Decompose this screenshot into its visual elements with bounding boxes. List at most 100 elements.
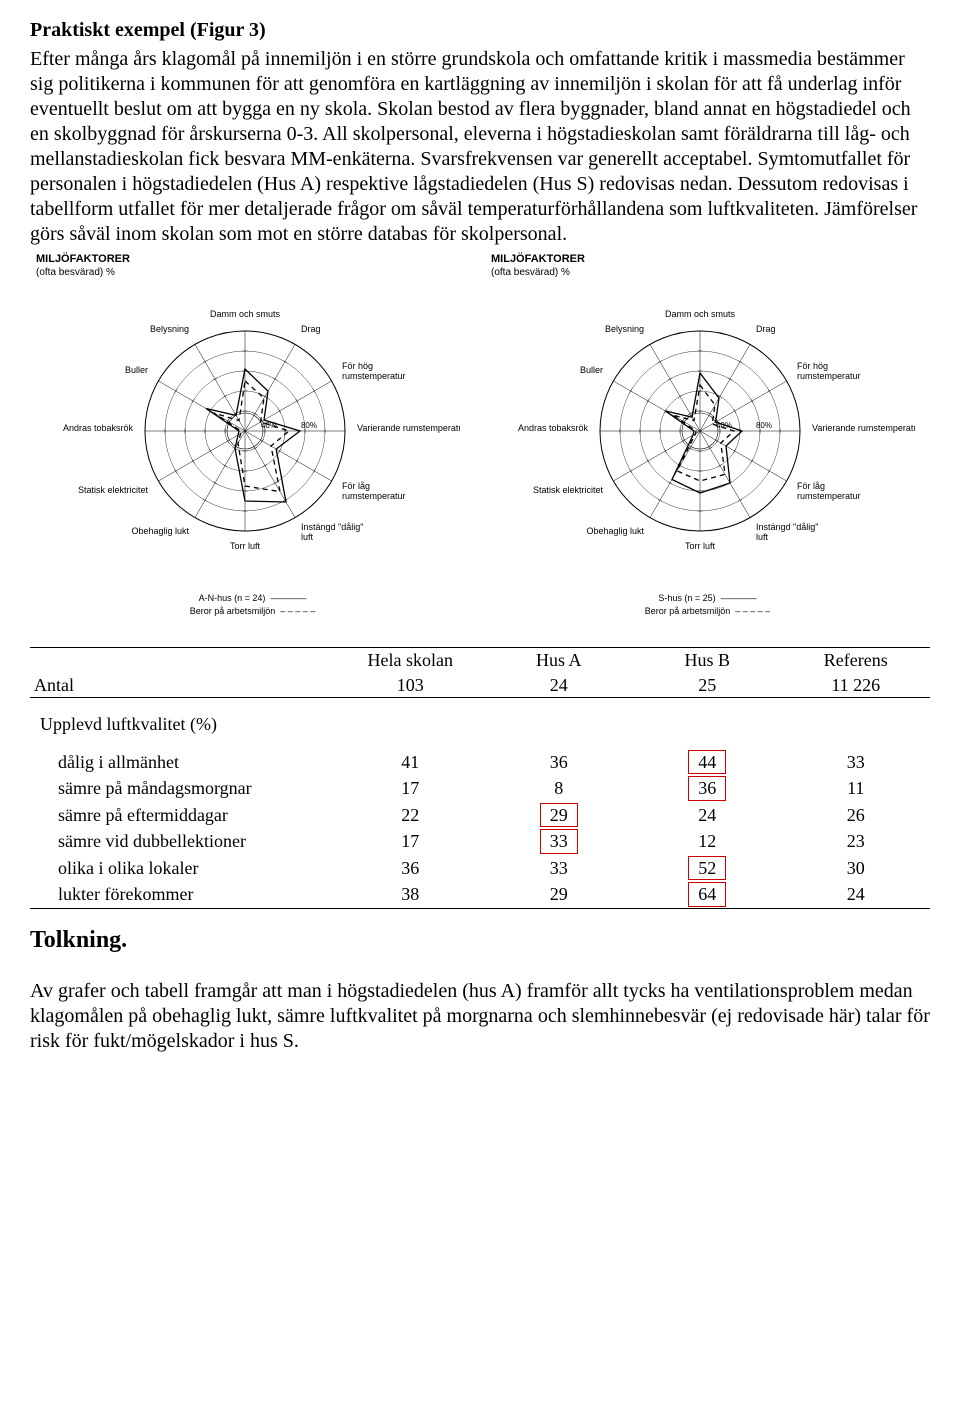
svg-text:luft: luft <box>301 532 314 542</box>
svg-text:För hög: För hög <box>797 361 828 371</box>
svg-text:rumstemperatur: rumstemperatur <box>342 491 406 501</box>
svg-text:luft: luft <box>756 532 769 542</box>
cell: 36 <box>336 855 485 882</box>
svg-text:Varierande rumstemperatur: Varierande rumstemperatur <box>812 423 915 433</box>
svg-text:Andras tobaksrök: Andras tobaksrök <box>518 423 589 433</box>
cell: 33 <box>485 855 634 882</box>
cell: 29 <box>485 881 634 908</box>
svg-text:Damm och smuts: Damm och smuts <box>665 309 736 319</box>
radar-svg-left: Damm och smutsDragFör högrumstemperaturV… <box>30 281 460 581</box>
cell: 29 <box>485 802 634 829</box>
row-label: Antal <box>30 673 336 698</box>
chart-legend-right: S-hus (n = 25) ———— Beror på arbetsmiljö… <box>485 592 930 617</box>
cell: 33 <box>782 749 931 776</box>
svg-text:Belysning: Belysning <box>150 324 189 334</box>
cell: 25 <box>633 673 782 698</box>
table-row: olika i olika lokaler3633 52 30 <box>30 855 930 882</box>
chart-title-left: MILJÖFAKTORER <box>36 253 475 267</box>
row-label: lukter förekommer <box>30 881 336 908</box>
cell: 36 <box>633 775 782 802</box>
highlighted-value: 33 <box>540 829 578 854</box>
highlighted-value: 36 <box>688 776 726 801</box>
chart-legend-left: A-N-hus (n = 24) ———— Beror på arbetsmil… <box>30 592 475 617</box>
row-label: olika i olika lokaler <box>30 855 336 882</box>
col-header: Referens <box>782 648 931 673</box>
cell: 24 <box>782 881 931 908</box>
svg-text:rumstemperatur: rumstemperatur <box>797 491 861 501</box>
col-header: Hela skolan <box>336 648 485 673</box>
chart-subtitle-right: (ofta besvärad) % <box>491 267 930 280</box>
svg-text:För hög: För hög <box>342 361 373 371</box>
cell: 11 226 <box>782 673 931 698</box>
svg-text:80%: 80% <box>301 421 317 430</box>
svg-text:40%: 40% <box>261 421 277 430</box>
cell: 103 <box>336 673 485 698</box>
svg-text:Statisk elektricitet: Statisk elektricitet <box>78 485 149 495</box>
svg-text:Belysning: Belysning <box>605 324 644 334</box>
legend-line-2-left: Beror på arbetsmiljön <box>190 606 276 616</box>
svg-text:Buller: Buller <box>580 365 603 375</box>
radar-charts-row: MILJÖFAKTORER (ofta besvärad) % Damm och… <box>30 253 930 617</box>
cell: 8 <box>485 775 634 802</box>
svg-text:Andras tobaksrök: Andras tobaksrök <box>63 423 134 433</box>
intro-paragraph: Efter många års klagomål på innemiljön i… <box>30 47 930 247</box>
radar-chart-right: MILJÖFAKTORER (ofta besvärad) % Damm och… <box>485 253 930 617</box>
table-row: dålig i allmänhet4136 44 33 <box>30 749 930 776</box>
cell: 41 <box>336 749 485 776</box>
svg-text:Drag: Drag <box>301 324 321 334</box>
legend-line-1-left: A-N-hus (n = 24) <box>199 593 266 603</box>
interpretation-title: Tolkning. <box>30 925 930 955</box>
heading: Praktiskt exempel (Figur 3) <box>30 19 266 41</box>
cell: 64 <box>633 881 782 908</box>
highlighted-value: 44 <box>688 750 726 775</box>
table-row: sämre på eftermiddagar22292426 <box>30 802 930 829</box>
cell: 12 <box>633 828 782 855</box>
svg-text:För låg: För låg <box>342 481 370 491</box>
svg-text:Buller: Buller <box>125 365 148 375</box>
svg-text:Instängd "dålig": Instängd "dålig" <box>756 522 818 532</box>
radar-chart-left: MILJÖFAKTORER (ofta besvärad) % Damm och… <box>30 253 475 617</box>
cell: 30 <box>782 855 931 882</box>
svg-text:80%: 80% <box>756 421 772 430</box>
cell: 52 <box>633 855 782 882</box>
chart-title-right: MILJÖFAKTORER <box>491 253 930 267</box>
cell: 23 <box>782 828 931 855</box>
page-title: Praktiskt exempel (Figur 3) <box>30 18 930 43</box>
svg-text:Statisk elektricitet: Statisk elektricitet <box>533 485 604 495</box>
interpretation-body: Av grafer och tabell framgår att man i h… <box>30 979 930 1054</box>
highlighted-value: 64 <box>688 882 726 907</box>
svg-text:För låg: För låg <box>797 481 825 491</box>
svg-text:Torr luft: Torr luft <box>685 541 716 551</box>
cell: 26 <box>782 802 931 829</box>
svg-text:Drag: Drag <box>756 324 776 334</box>
cell: 36 <box>485 749 634 776</box>
section-label: Upplevd luftkvalitet (%) <box>30 712 336 737</box>
row-label: sämre vid dubbellektioner <box>30 828 336 855</box>
highlighted-value: 52 <box>688 856 726 881</box>
col-header: Hus A <box>485 648 634 673</box>
row-label: dålig i allmänhet <box>30 749 336 776</box>
cell: 24 <box>633 802 782 829</box>
row-label: sämre på måndagsmorgnar <box>30 775 336 802</box>
cell: 38 <box>336 881 485 908</box>
cell: 22 <box>336 802 485 829</box>
svg-text:Obehaglig lukt: Obehaglig lukt <box>586 526 644 536</box>
cell: 33 <box>485 828 634 855</box>
table-row: sämre vid dubbellektioner17 33 1223 <box>30 828 930 855</box>
svg-text:Varierande rumstemperatur: Varierande rumstemperatur <box>357 423 460 433</box>
col-header: Hus B <box>633 648 782 673</box>
svg-text:rumstemperatur: rumstemperatur <box>342 371 406 381</box>
cell: 24 <box>485 673 634 698</box>
cell: 11 <box>782 775 931 802</box>
air-quality-table: Hela skolan Hus A Hus B Referens Antal 1… <box>30 647 930 911</box>
cell: 44 <box>633 749 782 776</box>
table-row: sämre på måndagsmorgnar178 36 11 <box>30 775 930 802</box>
chart-subtitle-left: (ofta besvärad) % <box>36 267 475 280</box>
legend-line-1-right: S-hus (n = 25) <box>658 593 715 603</box>
highlighted-value: 29 <box>540 803 578 828</box>
svg-text:rumstemperatur: rumstemperatur <box>797 371 861 381</box>
cell: 17 <box>336 775 485 802</box>
cell: 17 <box>336 828 485 855</box>
table-row: lukter förekommer3829 64 24 <box>30 881 930 908</box>
svg-text:Damm och smuts: Damm och smuts <box>210 309 281 319</box>
